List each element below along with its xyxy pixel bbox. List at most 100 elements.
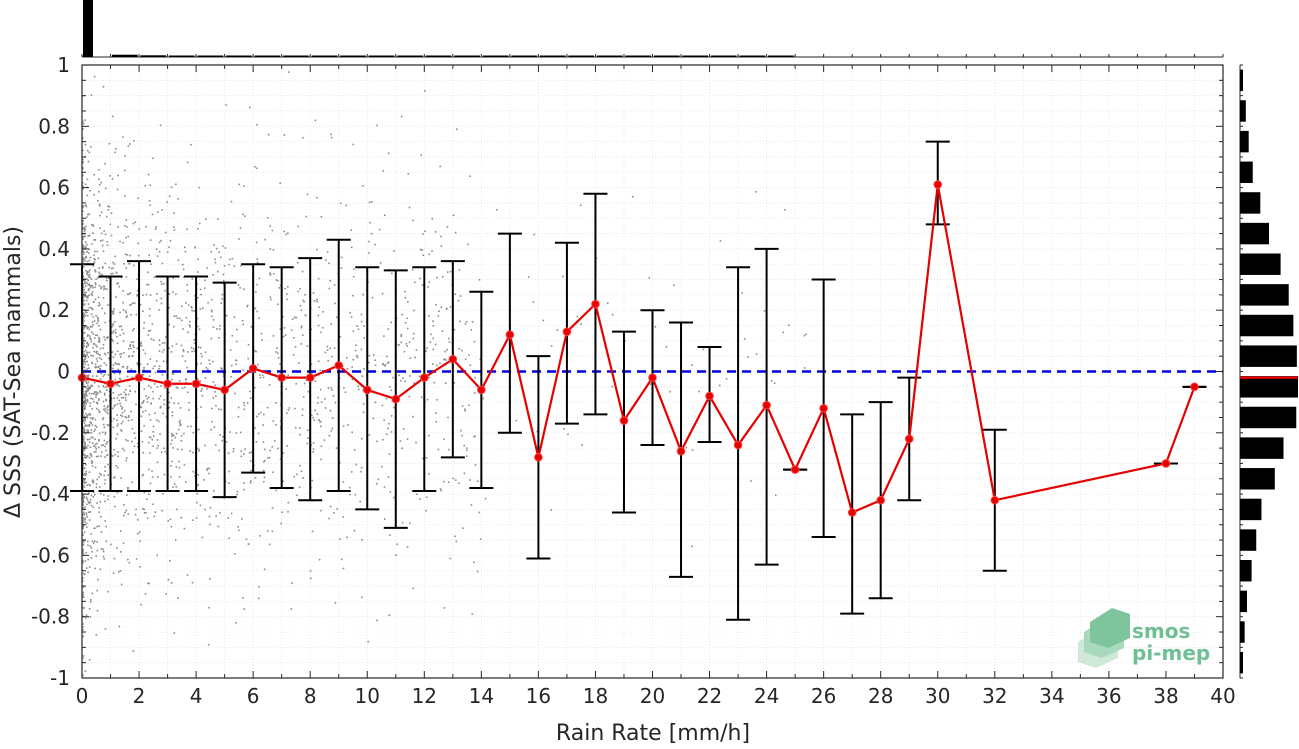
scatter-point <box>428 253 431 256</box>
scatter-point <box>159 433 161 435</box>
scatter-point <box>127 393 130 396</box>
mean-point <box>676 446 686 456</box>
scatter-point <box>86 296 88 298</box>
scatter-point <box>100 211 103 214</box>
scatter-point <box>452 214 455 217</box>
scatter-point <box>213 490 215 492</box>
scatter-point <box>93 300 95 303</box>
scatter-point <box>82 122 85 125</box>
scatter-point <box>227 482 230 484</box>
scatter-point <box>84 441 86 444</box>
scatter-point <box>88 367 90 369</box>
scatter-point <box>85 522 88 525</box>
scatter-point <box>425 457 428 459</box>
x-tick-label: 20 <box>640 684 665 708</box>
top-histogram-bar <box>368 55 395 57</box>
scatter-point <box>328 434 331 437</box>
scatter-point <box>120 477 122 479</box>
scatter-point <box>359 500 361 503</box>
scatter-point <box>200 293 202 296</box>
scatter-point <box>465 447 468 449</box>
y-axis-label: Δ SSS (SAT-Sea mammals) <box>1 226 26 518</box>
scatter-point <box>424 230 426 233</box>
scatter-point <box>95 555 97 557</box>
scatter-point <box>94 438 97 441</box>
scatter-point <box>87 430 89 432</box>
scatter-point <box>445 308 448 310</box>
scatter-point <box>85 614 88 616</box>
scatter-point <box>108 266 111 269</box>
scatter-point <box>163 399 166 401</box>
scatter-point <box>106 424 109 426</box>
scatter-point <box>191 277 194 280</box>
scatter-point <box>88 471 91 474</box>
scatter-point <box>164 450 167 453</box>
scatter-point <box>175 293 177 295</box>
scatter-point <box>351 366 353 368</box>
top-histogram-bar <box>283 55 309 57</box>
scatter-point <box>367 361 370 364</box>
scatter-point <box>104 445 106 448</box>
scatter-point <box>360 320 363 323</box>
scatter-point <box>438 310 440 313</box>
scatter-point <box>84 259 86 262</box>
scatter-point <box>96 316 99 319</box>
scatter-point <box>176 317 179 319</box>
scatter-point <box>192 519 194 521</box>
scatter-point <box>117 423 119 425</box>
scatter-point <box>103 409 106 412</box>
scatter-point <box>159 124 162 127</box>
top-histogram-bar <box>397 55 423 57</box>
scatter-point <box>317 396 319 399</box>
scatter-point <box>132 302 134 305</box>
scatter-point <box>100 444 103 447</box>
scatter-point <box>83 258 85 260</box>
scatter-point <box>256 261 259 264</box>
scatter-point <box>82 325 85 328</box>
scatter-point <box>117 455 119 458</box>
scatter-point <box>98 267 101 269</box>
scatter-point <box>180 344 183 347</box>
scatter-point <box>84 314 87 317</box>
scatter-point <box>306 442 309 445</box>
scatter-point <box>306 429 309 432</box>
scatter-point <box>427 286 429 288</box>
scatter-point <box>114 320 116 323</box>
scatter-point <box>156 461 159 464</box>
scatter-point <box>208 467 210 470</box>
scatter-point <box>94 334 97 337</box>
scatter-point <box>102 385 105 388</box>
scatter-point <box>447 481 450 484</box>
scatter-point <box>191 350 193 353</box>
scatter-point <box>463 472 466 475</box>
scatter-point <box>691 449 694 451</box>
scatter-point <box>82 504 84 507</box>
scatter-point <box>86 503 88 506</box>
scatter-point <box>82 418 85 421</box>
scatter-point <box>145 498 148 501</box>
scatter-point <box>155 360 158 363</box>
scatter-point <box>105 443 108 445</box>
scatter-point <box>131 355 133 357</box>
scatter-point <box>90 338 92 341</box>
scatter-point <box>86 455 89 458</box>
scatter-point <box>184 386 186 389</box>
scatter-point <box>85 255 87 258</box>
scatter-point <box>93 173 95 176</box>
scatter-point <box>91 418 94 421</box>
scatter-point <box>82 626 84 628</box>
scatter-point <box>82 408 84 411</box>
scatter-point <box>97 317 99 320</box>
scatter-point <box>82 260 84 263</box>
scatter-point <box>98 178 100 180</box>
scatter-point <box>339 335 342 338</box>
scatter-point <box>137 289 139 292</box>
scatter-point <box>111 338 114 341</box>
scatter-point <box>84 506 86 509</box>
scatter-point <box>149 419 152 421</box>
scatter-point <box>110 326 113 328</box>
scatter-point <box>87 364 90 366</box>
scatter-point <box>100 358 103 361</box>
scatter-point <box>320 445 323 448</box>
scatter-point <box>116 425 119 427</box>
